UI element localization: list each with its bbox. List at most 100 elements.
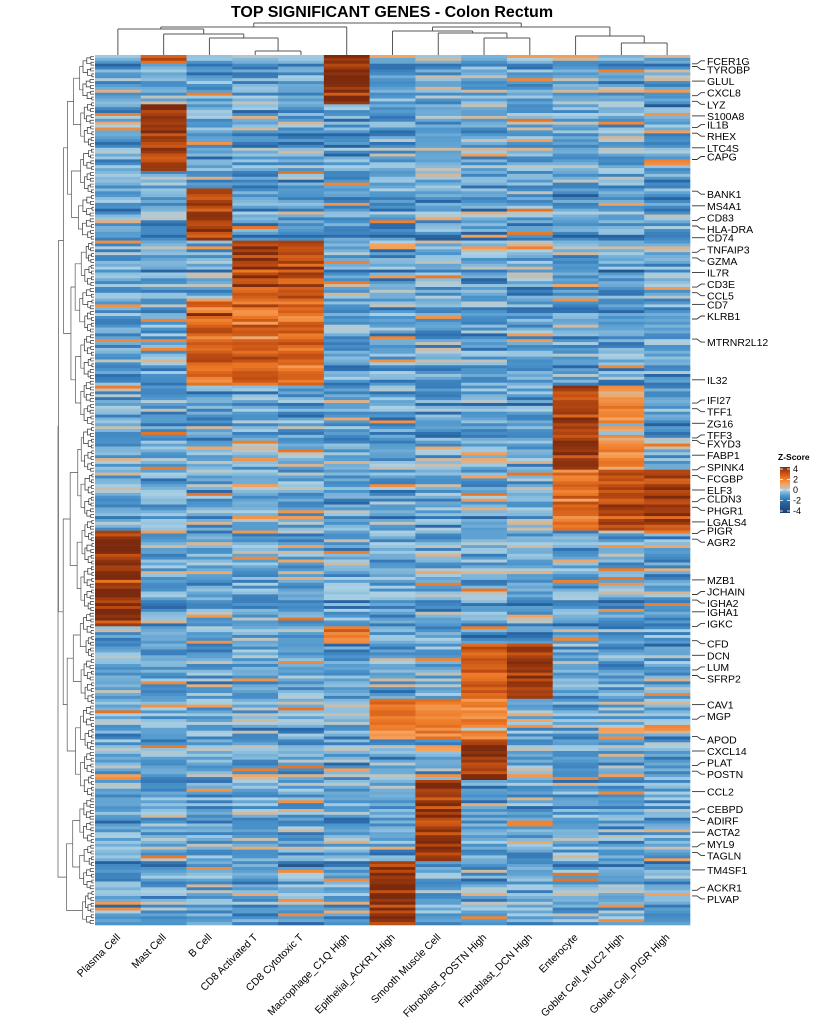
heatmap-cell	[598, 379, 645, 383]
heatmap-cell	[278, 579, 325, 584]
dendrogram-branch	[90, 844, 94, 849]
heatmap-cell	[232, 217, 279, 221]
dendrogram-branch	[91, 479, 94, 484]
heatmap-cell	[598, 710, 645, 714]
heatmap-cell	[415, 194, 462, 198]
heatmap-cell	[415, 310, 462, 314]
heatmap-cell	[95, 104, 142, 108]
heatmap-cell	[506, 803, 553, 807]
dendrogram-branch	[91, 421, 94, 426]
heatmap-cell	[598, 318, 645, 323]
heatmap-cell	[644, 347, 691, 352]
heatmap-cell	[415, 72, 462, 76]
heatmap-cell	[552, 516, 599, 520]
heatmap-cell	[644, 214, 691, 218]
row-label: SPINK4	[707, 462, 745, 474]
heatmap-cell	[506, 214, 553, 218]
dendrogram-branch	[90, 230, 94, 234]
heatmap-cell	[323, 220, 370, 224]
heatmap-cell	[644, 86, 691, 91]
dendrogram-branch	[90, 549, 94, 553]
heatmap-cell	[232, 144, 279, 149]
dendrogram-branch	[86, 509, 91, 517]
heatmap-cell	[415, 574, 462, 578]
heatmap-cell	[232, 713, 279, 717]
heatmap-cell	[278, 443, 325, 447]
heatmap-cell	[461, 472, 508, 476]
heatmap-cell	[369, 327, 416, 331]
heatmap-cell	[552, 478, 599, 482]
heatmap-cell	[278, 104, 325, 108]
heatmap-cell	[278, 339, 325, 343]
row-label: AGR2	[707, 537, 736, 549]
heatmap-cell	[369, 492, 416, 497]
heatmap-cell	[598, 397, 645, 401]
heatmap-cell	[598, 345, 645, 349]
heatmap-cell	[278, 272, 325, 276]
heatmap-cell	[232, 191, 279, 195]
heatmap-cell	[644, 606, 691, 610]
heatmap-cell	[644, 69, 691, 73]
heatmap-cell	[644, 536, 691, 540]
heatmap-cell	[140, 652, 187, 656]
heatmap-cell	[140, 133, 187, 137]
heatmap-cell	[278, 153, 325, 157]
heatmap-cell	[278, 681, 325, 685]
heatmap-cell	[232, 896, 279, 900]
heatmap-cell	[95, 774, 142, 778]
row-label: PHGR1	[707, 505, 743, 517]
heatmap-cell	[415, 243, 462, 247]
heatmap-cell	[552, 142, 599, 146]
heatmap-cell	[598, 307, 645, 311]
heatmap-cell	[461, 643, 508, 647]
heatmap-cell	[186, 751, 233, 755]
heatmap-cell	[186, 417, 233, 421]
heatmap-cell	[95, 307, 142, 311]
heatmap-cell	[140, 649, 187, 653]
heatmap-cell	[506, 896, 553, 900]
heatmap-cell	[232, 478, 279, 482]
heatmap-cell	[323, 342, 370, 346]
heatmap-cell	[644, 356, 691, 360]
heatmap-cell	[506, 872, 553, 876]
heatmap-cell	[644, 568, 691, 572]
heatmap-cell	[369, 185, 416, 189]
heatmap-cell	[644, 635, 691, 639]
heatmap-cell	[461, 194, 508, 198]
heatmap-cell	[461, 904, 508, 908]
heatmap-cell	[506, 919, 553, 923]
heatmap-cell	[278, 698, 325, 702]
heatmap-cell	[140, 664, 187, 668]
heatmap-cell	[323, 846, 370, 850]
heatmap-cell	[140, 403, 187, 407]
heatmap-cell	[186, 690, 233, 694]
dendrogram-branch	[84, 269, 89, 282]
dendrogram-branch	[91, 270, 94, 275]
heatmap-cell	[278, 736, 325, 740]
heatmap-cell	[415, 603, 462, 607]
heatmap-cell	[95, 318, 142, 323]
heatmap-cell	[232, 690, 279, 694]
heatmap-cell	[278, 426, 325, 430]
heatmap-cell	[232, 492, 279, 497]
heatmap-cell	[186, 701, 233, 705]
heatmap-cell	[369, 756, 416, 760]
heatmap-cell	[140, 136, 187, 140]
heatmap-cell	[644, 861, 691, 865]
dendrogram-branch	[89, 583, 94, 588]
heatmap-cell	[278, 640, 325, 644]
heatmap-cell	[186, 437, 233, 441]
heatmap-cell	[186, 727, 233, 731]
dendrogram-branch	[91, 131, 94, 136]
heatmap-cell	[186, 591, 233, 595]
heatmap-cell	[323, 55, 370, 59]
heatmap-cell	[598, 614, 645, 618]
heatmap-cell	[323, 562, 370, 566]
heatmap-cell	[552, 809, 599, 813]
heatmap-cell	[415, 185, 462, 189]
heatmap-cell	[232, 626, 279, 630]
heatmap-cell	[644, 617, 691, 621]
heatmap-cell	[506, 66, 553, 70]
heatmap-cell	[644, 530, 691, 534]
heatmap-cell	[369, 867, 416, 871]
